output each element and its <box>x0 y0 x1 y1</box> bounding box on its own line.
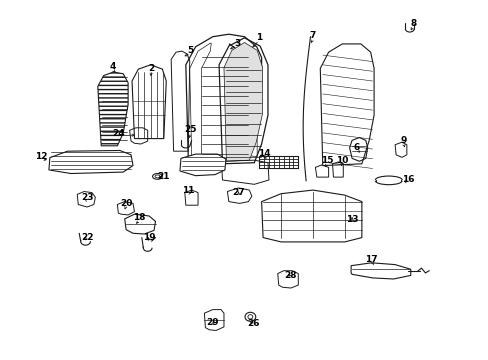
Text: 26: 26 <box>246 319 259 328</box>
Text: 1: 1 <box>256 33 262 42</box>
Polygon shape <box>224 42 262 161</box>
Text: 17: 17 <box>365 255 377 264</box>
Text: 9: 9 <box>399 136 406 145</box>
Text: 22: 22 <box>81 233 93 242</box>
Text: 23: 23 <box>81 194 93 202</box>
Text: 25: 25 <box>184 125 197 134</box>
Text: 29: 29 <box>206 318 219 327</box>
Text: 27: 27 <box>232 188 244 197</box>
Text: 12: 12 <box>35 152 48 161</box>
Text: 6: 6 <box>353 143 359 152</box>
Text: 14: 14 <box>257 149 270 158</box>
Text: 7: 7 <box>309 31 316 40</box>
Text: 28: 28 <box>284 271 297 280</box>
Text: 5: 5 <box>187 46 193 55</box>
Text: 13: 13 <box>345 215 358 224</box>
Polygon shape <box>49 150 133 174</box>
Text: 18: 18 <box>133 213 145 222</box>
Text: 16: 16 <box>401 175 414 184</box>
Text: 20: 20 <box>120 199 132 208</box>
Text: 15: 15 <box>321 156 333 165</box>
Polygon shape <box>98 72 128 146</box>
Text: 21: 21 <box>157 172 170 181</box>
Polygon shape <box>180 154 225 176</box>
Text: 11: 11 <box>182 186 194 195</box>
Text: 4: 4 <box>109 62 116 71</box>
Text: 10: 10 <box>335 156 348 165</box>
Text: 3: 3 <box>234 39 240 48</box>
Text: 2: 2 <box>148 64 154 73</box>
Text: 8: 8 <box>409 19 415 28</box>
Text: 24: 24 <box>112 129 124 138</box>
Text: 19: 19 <box>142 233 155 242</box>
